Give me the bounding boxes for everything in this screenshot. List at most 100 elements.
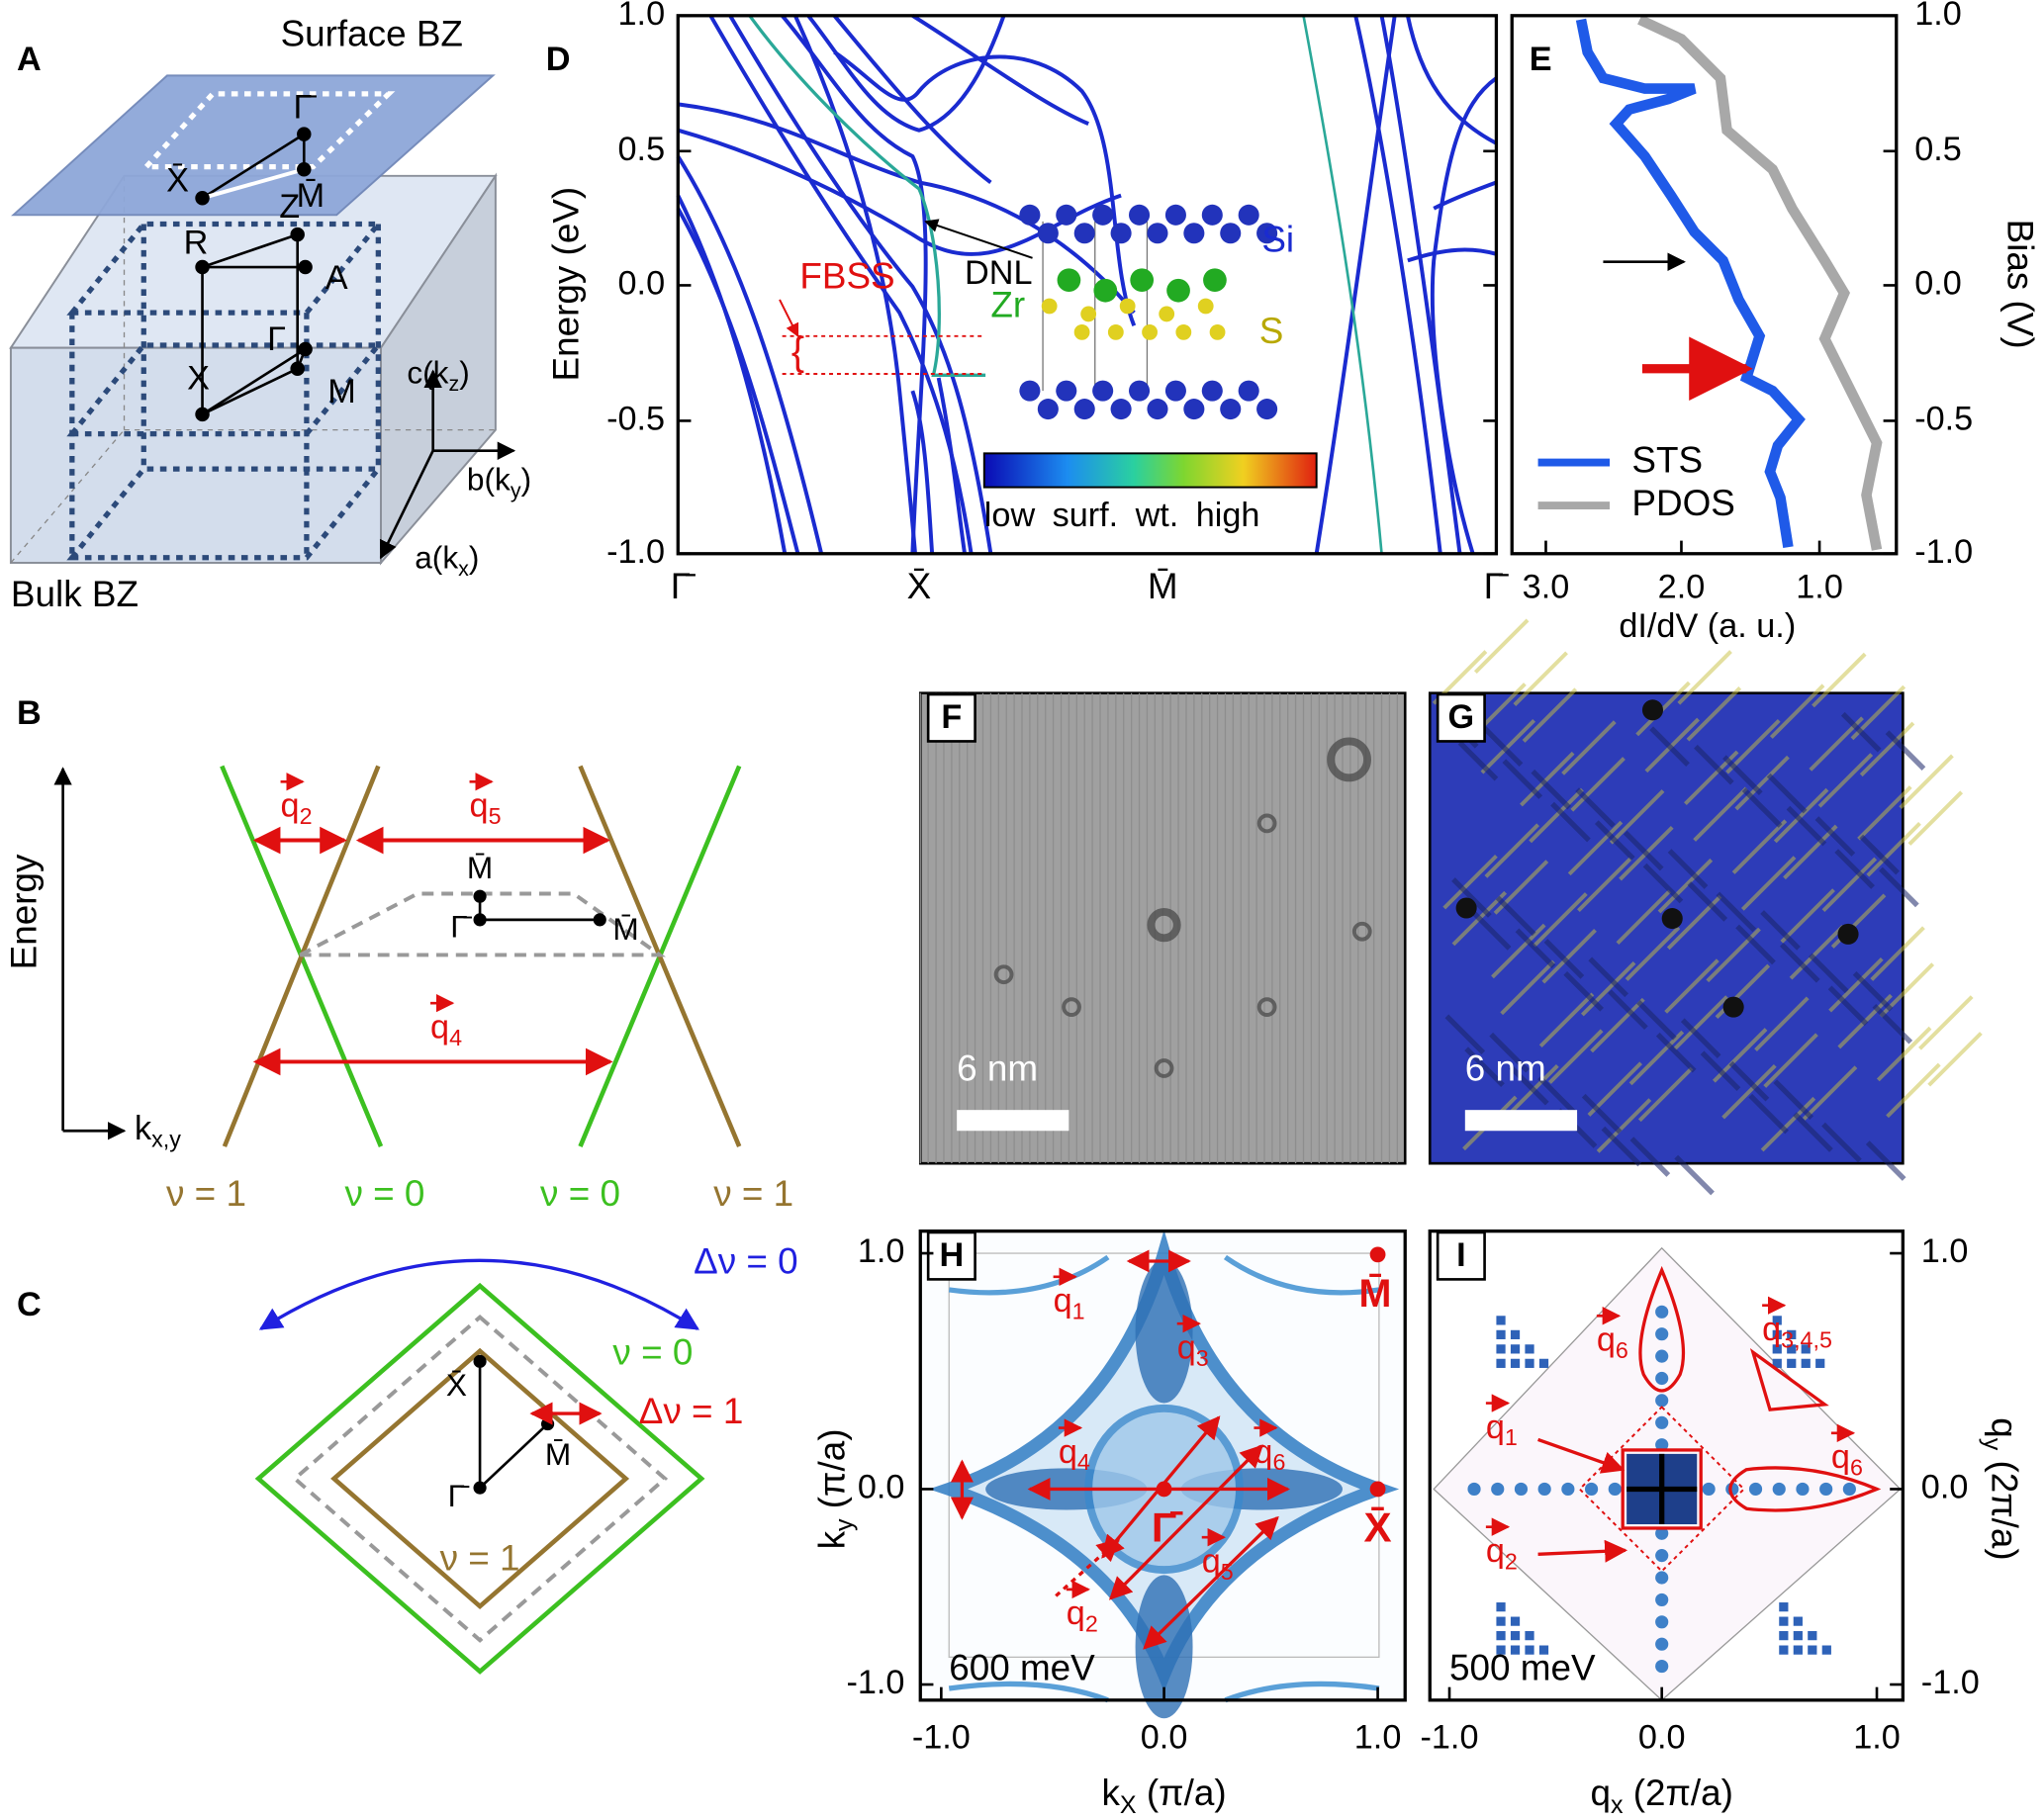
qpi-spot [1748,1482,1763,1497]
label-sub: 6 [1272,1449,1285,1475]
qpi-spot [1819,1482,1833,1497]
qpi-spot [1815,1358,1825,1368]
atom [1092,380,1114,402]
qpi-spot [1510,1616,1521,1626]
defect [993,964,1014,985]
y-axis-label: ky (π/a) [811,1428,858,1549]
q-outline [1638,1265,1686,1393]
label: Bulk BZ [11,574,139,614]
atom [1238,380,1259,402]
axis-label: Energy [3,854,44,969]
band [676,155,824,555]
qpi-spot [1655,1526,1669,1540]
scale-label: 6 nm [957,1047,1038,1088]
qpi-image [1428,691,1905,1165]
qpi-spot [1496,1631,1506,1641]
label-text: (2π/a) [1623,1773,1732,1813]
atom [1175,323,1192,340]
dot [1369,1481,1386,1498]
label-sub: x [1611,1791,1624,1819]
atom [1164,204,1186,226]
ripple [1821,1122,1906,1181]
qpi-spot [1496,1602,1506,1612]
x-tick-label: M̄ [1148,566,1178,606]
label-sub: y [1979,1438,2006,1451]
atom [1019,204,1041,226]
label: Z [279,188,300,226]
qpi-spot [1538,1358,1549,1368]
qpi-spot [1655,1571,1669,1585]
ripple [1635,650,1732,737]
x-tick-label: 1.0 [1853,1718,1901,1756]
winding-label: Δν = 0 [694,1240,798,1281]
x-tick-label: Γ̄ [671,566,696,606]
label-text: ) [469,540,480,576]
sts-curve [1575,18,1806,549]
atom [1080,306,1097,322]
fermi-contour [330,1347,630,1610]
defect [1154,1058,1174,1078]
ripple [1500,929,1597,1016]
qpi-spot [1655,1615,1669,1629]
qpi-spot [1525,1645,1534,1655]
x-tick-label: 1.0 [1354,1718,1402,1756]
ripple [1470,910,1556,969]
x-axis-label: dI/dV (a. u.) [1619,607,1796,645]
arrow [1537,1437,1626,1474]
x-tick-label: 2.0 [1658,568,1706,605]
x-tick-label: 0.0 [1638,1718,1686,1756]
y-axis-label: Bias (V) [2000,220,2041,349]
bz-point [297,127,312,141]
y-tick-label: -0.5 [606,400,665,437]
label-sub: 1 [1505,1424,1518,1450]
colorbar-label: low surf. wt. high [984,497,1260,534]
qpi-spot [1821,1645,1831,1655]
atom [1183,223,1205,244]
defect [1062,997,1081,1018]
label-sub: 1 [1072,1299,1085,1324]
surface-plane [10,74,496,217]
band [833,50,1137,327]
label-sub: x,y [151,1127,181,1152]
dot [473,913,487,927]
qpi-spot [1801,1358,1811,1368]
scale-bar [957,1110,1069,1132]
ripple [1649,726,1734,785]
defect [1455,897,1477,919]
qpi-spot [1702,1482,1716,1497]
label: Γ̄ [294,89,318,127]
label-text: ) [521,462,532,498]
q-label: q4 [430,1009,462,1050]
pdos-curve [1637,14,1883,551]
bulk-bz [66,342,384,437]
surface-band [1302,15,1383,554]
arrow [1537,1539,1628,1563]
qpi-spot [1779,1602,1789,1612]
defect [1722,996,1744,1018]
ripple [1596,1066,1694,1153]
label-sub: 6 [1850,1455,1863,1481]
band [1430,76,1498,555]
label-text: a(k [415,540,458,576]
label-text: q [1486,1409,1505,1446]
qpi-spot [1496,1358,1506,1368]
atom [1209,323,1226,340]
arrow [924,219,1033,259]
scale-label: 6 nm [1465,1047,1546,1088]
qpi-spot [1779,1645,1789,1655]
atom [1092,204,1114,226]
band [728,14,993,555]
qpi-spot [1655,1592,1669,1606]
qpi-spot [1496,1616,1506,1626]
label: Γ̄ [448,1478,470,1513]
qpi-spot [1772,1344,1782,1354]
label-text: (π/a) [811,1428,852,1518]
atom [1220,399,1242,420]
ripple [1451,877,1536,937]
energy-label: 500 meV [1449,1647,1596,1687]
atom [1019,380,1041,402]
ripple [1840,711,1926,771]
qpi-spot [1655,1438,1669,1452]
ripple [1543,939,1629,998]
